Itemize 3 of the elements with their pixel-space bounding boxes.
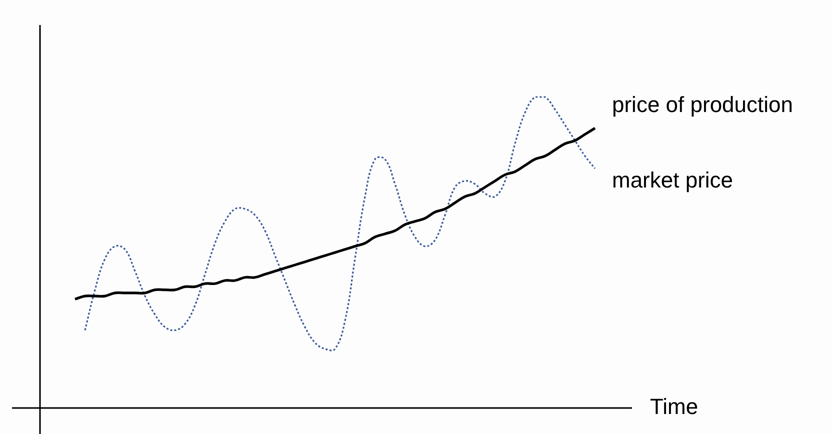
x-axis-title: Time	[650, 394, 698, 420]
series-label: market price	[612, 168, 734, 193]
series-label: price of production	[612, 92, 793, 118]
